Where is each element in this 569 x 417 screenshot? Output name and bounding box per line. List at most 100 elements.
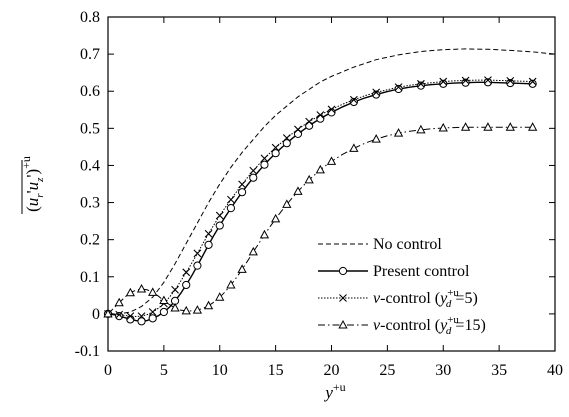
point-x-48 — [417, 79, 425, 88]
point-triangle-52 — [460, 122, 471, 131]
legend-label-0: No control — [373, 236, 442, 253]
point-x-50 — [439, 77, 448, 86]
point-triangle-30 — [270, 213, 281, 223]
point-circle-20 — [215, 221, 224, 230]
x-axis-label: y+u — [323, 380, 345, 402]
point-circle-16 — [193, 261, 202, 270]
point-circle-1 — [338, 266, 348, 276]
x-tick-label: 5 — [160, 362, 168, 379]
point-x-38 — [316, 111, 325, 119]
point-circle-4 — [126, 315, 135, 324]
point-x-8 — [148, 308, 157, 316]
point-x-16 — [193, 249, 202, 258]
point-triangle-10 — [159, 295, 169, 305]
point-x-18 — [204, 229, 213, 238]
point-circle-24 — [238, 188, 247, 197]
point-x-6 — [137, 312, 146, 321]
point-triangle-38 — [315, 164, 325, 174]
point-circle-8 — [148, 314, 157, 323]
y-tick-label: 0.6 — [80, 83, 100, 100]
point-triangle-2 — [114, 297, 124, 307]
x-tick-label: 0 — [104, 362, 112, 379]
point-triangle-3 — [338, 319, 348, 329]
point-circle-38 — [316, 114, 325, 123]
point-triangle-12 — [170, 302, 180, 312]
point-circle-22 — [226, 204, 236, 213]
point-triangle-24 — [237, 264, 247, 273]
point-triangle-46 — [393, 128, 404, 137]
point-circle-28 — [260, 160, 269, 169]
x-tick-label: 15 — [268, 362, 284, 379]
point-x-20 — [215, 211, 224, 220]
legend: No control Present control v-control (y+u d… — [318, 236, 486, 337]
y-tick-label: 0.4 — [80, 157, 100, 174]
legend-label-3: v-control (y+u d =15) — [373, 314, 486, 337]
point-x-2 — [115, 310, 124, 319]
point-x-54 — [484, 76, 492, 84]
point-triangle-36 — [304, 174, 314, 184]
point-x-14 — [182, 268, 191, 277]
point-triangle-22 — [226, 279, 236, 289]
series-0 — [108, 48, 556, 315]
point-x-28 — [260, 154, 269, 163]
x-tick-label: 10 — [212, 362, 228, 379]
y-tick-label: 0.5 — [80, 120, 100, 137]
point-triangle-58 — [528, 122, 538, 131]
y-tick-label: -0.1 — [75, 343, 100, 360]
point-triangle-54 — [483, 122, 493, 131]
legend-label-2: v-control (y+u d =5) — [373, 287, 478, 310]
x-tick-label: 30 — [435, 362, 451, 379]
point-triangle-20 — [215, 292, 225, 301]
point-triangle-16 — [192, 305, 203, 314]
x-tick-label: 35 — [491, 362, 507, 379]
point-x-52 — [461, 76, 470, 85]
point-triangle-48 — [416, 124, 426, 134]
point-triangle-40 — [326, 156, 337, 165]
point-triangle-0 — [103, 308, 113, 318]
x-tick-label: 25 — [379, 362, 395, 379]
point-triangle-6 — [136, 283, 147, 293]
point-circle-18 — [204, 240, 213, 249]
point-triangle-18 — [203, 300, 214, 310]
y-tick-label: 0.8 — [80, 9, 100, 26]
point-circle-2 — [115, 312, 124, 321]
point-x-30 — [271, 143, 280, 152]
point-circle-26 — [249, 173, 258, 182]
point-triangle-4 — [125, 287, 135, 297]
y-tick-label: 0.2 — [80, 232, 100, 249]
point-circle-10 — [159, 307, 168, 317]
point-x-34 — [294, 125, 302, 134]
y-tick-label: 0.7 — [80, 46, 100, 63]
series-line-0 — [108, 48, 556, 315]
point-triangle-8 — [148, 287, 158, 296]
point-x-2 — [339, 294, 347, 302]
x-tick-label: 40 — [547, 362, 563, 379]
point-x-4 — [126, 312, 135, 321]
point-triangle-26 — [248, 246, 258, 256]
point-triangle-44 — [371, 134, 381, 143]
point-x-36 — [305, 117, 314, 126]
point-circle-54 — [483, 78, 493, 87]
series-2 — [104, 76, 537, 321]
y-tick-label: 0.1 — [80, 269, 100, 286]
point-circle-58 — [528, 79, 537, 88]
point-x-44 — [372, 88, 381, 97]
point-triangle-14 — [181, 305, 191, 315]
series-line-3 — [107, 126, 533, 315]
point-triangle-32 — [282, 199, 292, 208]
point-triangle-50 — [438, 122, 448, 132]
point-triangle-42 — [349, 143, 359, 152]
point-x-22 — [227, 195, 235, 204]
point-triangle-28 — [259, 229, 270, 239]
y-axis-label: (ur'uz')+u — [19, 156, 46, 214]
point-x-46 — [394, 83, 403, 92]
point-circle-14 — [182, 280, 191, 290]
point-circle-46 — [394, 84, 403, 94]
y-tick-label: 0 — [92, 306, 100, 323]
point-x-58 — [528, 77, 537, 86]
legend-label-1: Present control — [373, 263, 470, 280]
point-circle-32 — [282, 139, 291, 148]
point-triangle-56 — [505, 122, 515, 131]
